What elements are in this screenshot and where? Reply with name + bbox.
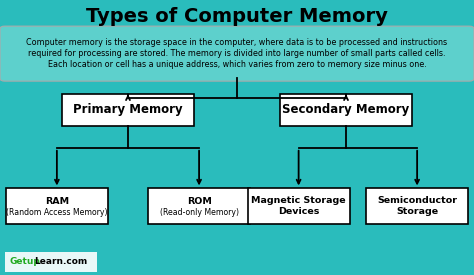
Text: (Random Access Memory): (Random Access Memory) [6, 208, 108, 217]
Text: (Read-only Memory): (Read-only Memory) [160, 208, 238, 217]
FancyBboxPatch shape [5, 252, 97, 272]
Text: Semiconductor
Storage: Semiconductor Storage [377, 196, 457, 216]
Text: Secondary Memory: Secondary Memory [283, 103, 410, 117]
FancyBboxPatch shape [148, 188, 250, 224]
Text: RAM: RAM [45, 197, 69, 206]
FancyBboxPatch shape [6, 188, 108, 224]
Text: Learn.com: Learn.com [34, 257, 87, 266]
Text: Types of Computer Memory: Types of Computer Memory [86, 7, 388, 26]
Text: Primary Memory: Primary Memory [73, 103, 183, 117]
FancyBboxPatch shape [366, 188, 468, 224]
Text: Computer memory is the storage space in the computer, where data is to be proces: Computer memory is the storage space in … [27, 38, 447, 47]
Text: Getup: Getup [9, 257, 40, 266]
FancyBboxPatch shape [280, 94, 412, 126]
Text: required for processing are stored. The memory is divided into large number of s: required for processing are stored. The … [28, 49, 446, 58]
FancyBboxPatch shape [62, 94, 194, 126]
Text: ROM: ROM [187, 197, 211, 206]
Text: Each location or cell has a unique address, which varies from zero to memory siz: Each location or cell has a unique addre… [47, 60, 427, 69]
FancyBboxPatch shape [247, 188, 349, 224]
FancyBboxPatch shape [0, 26, 474, 81]
Text: Magnetic Storage
Devices: Magnetic Storage Devices [251, 196, 346, 216]
